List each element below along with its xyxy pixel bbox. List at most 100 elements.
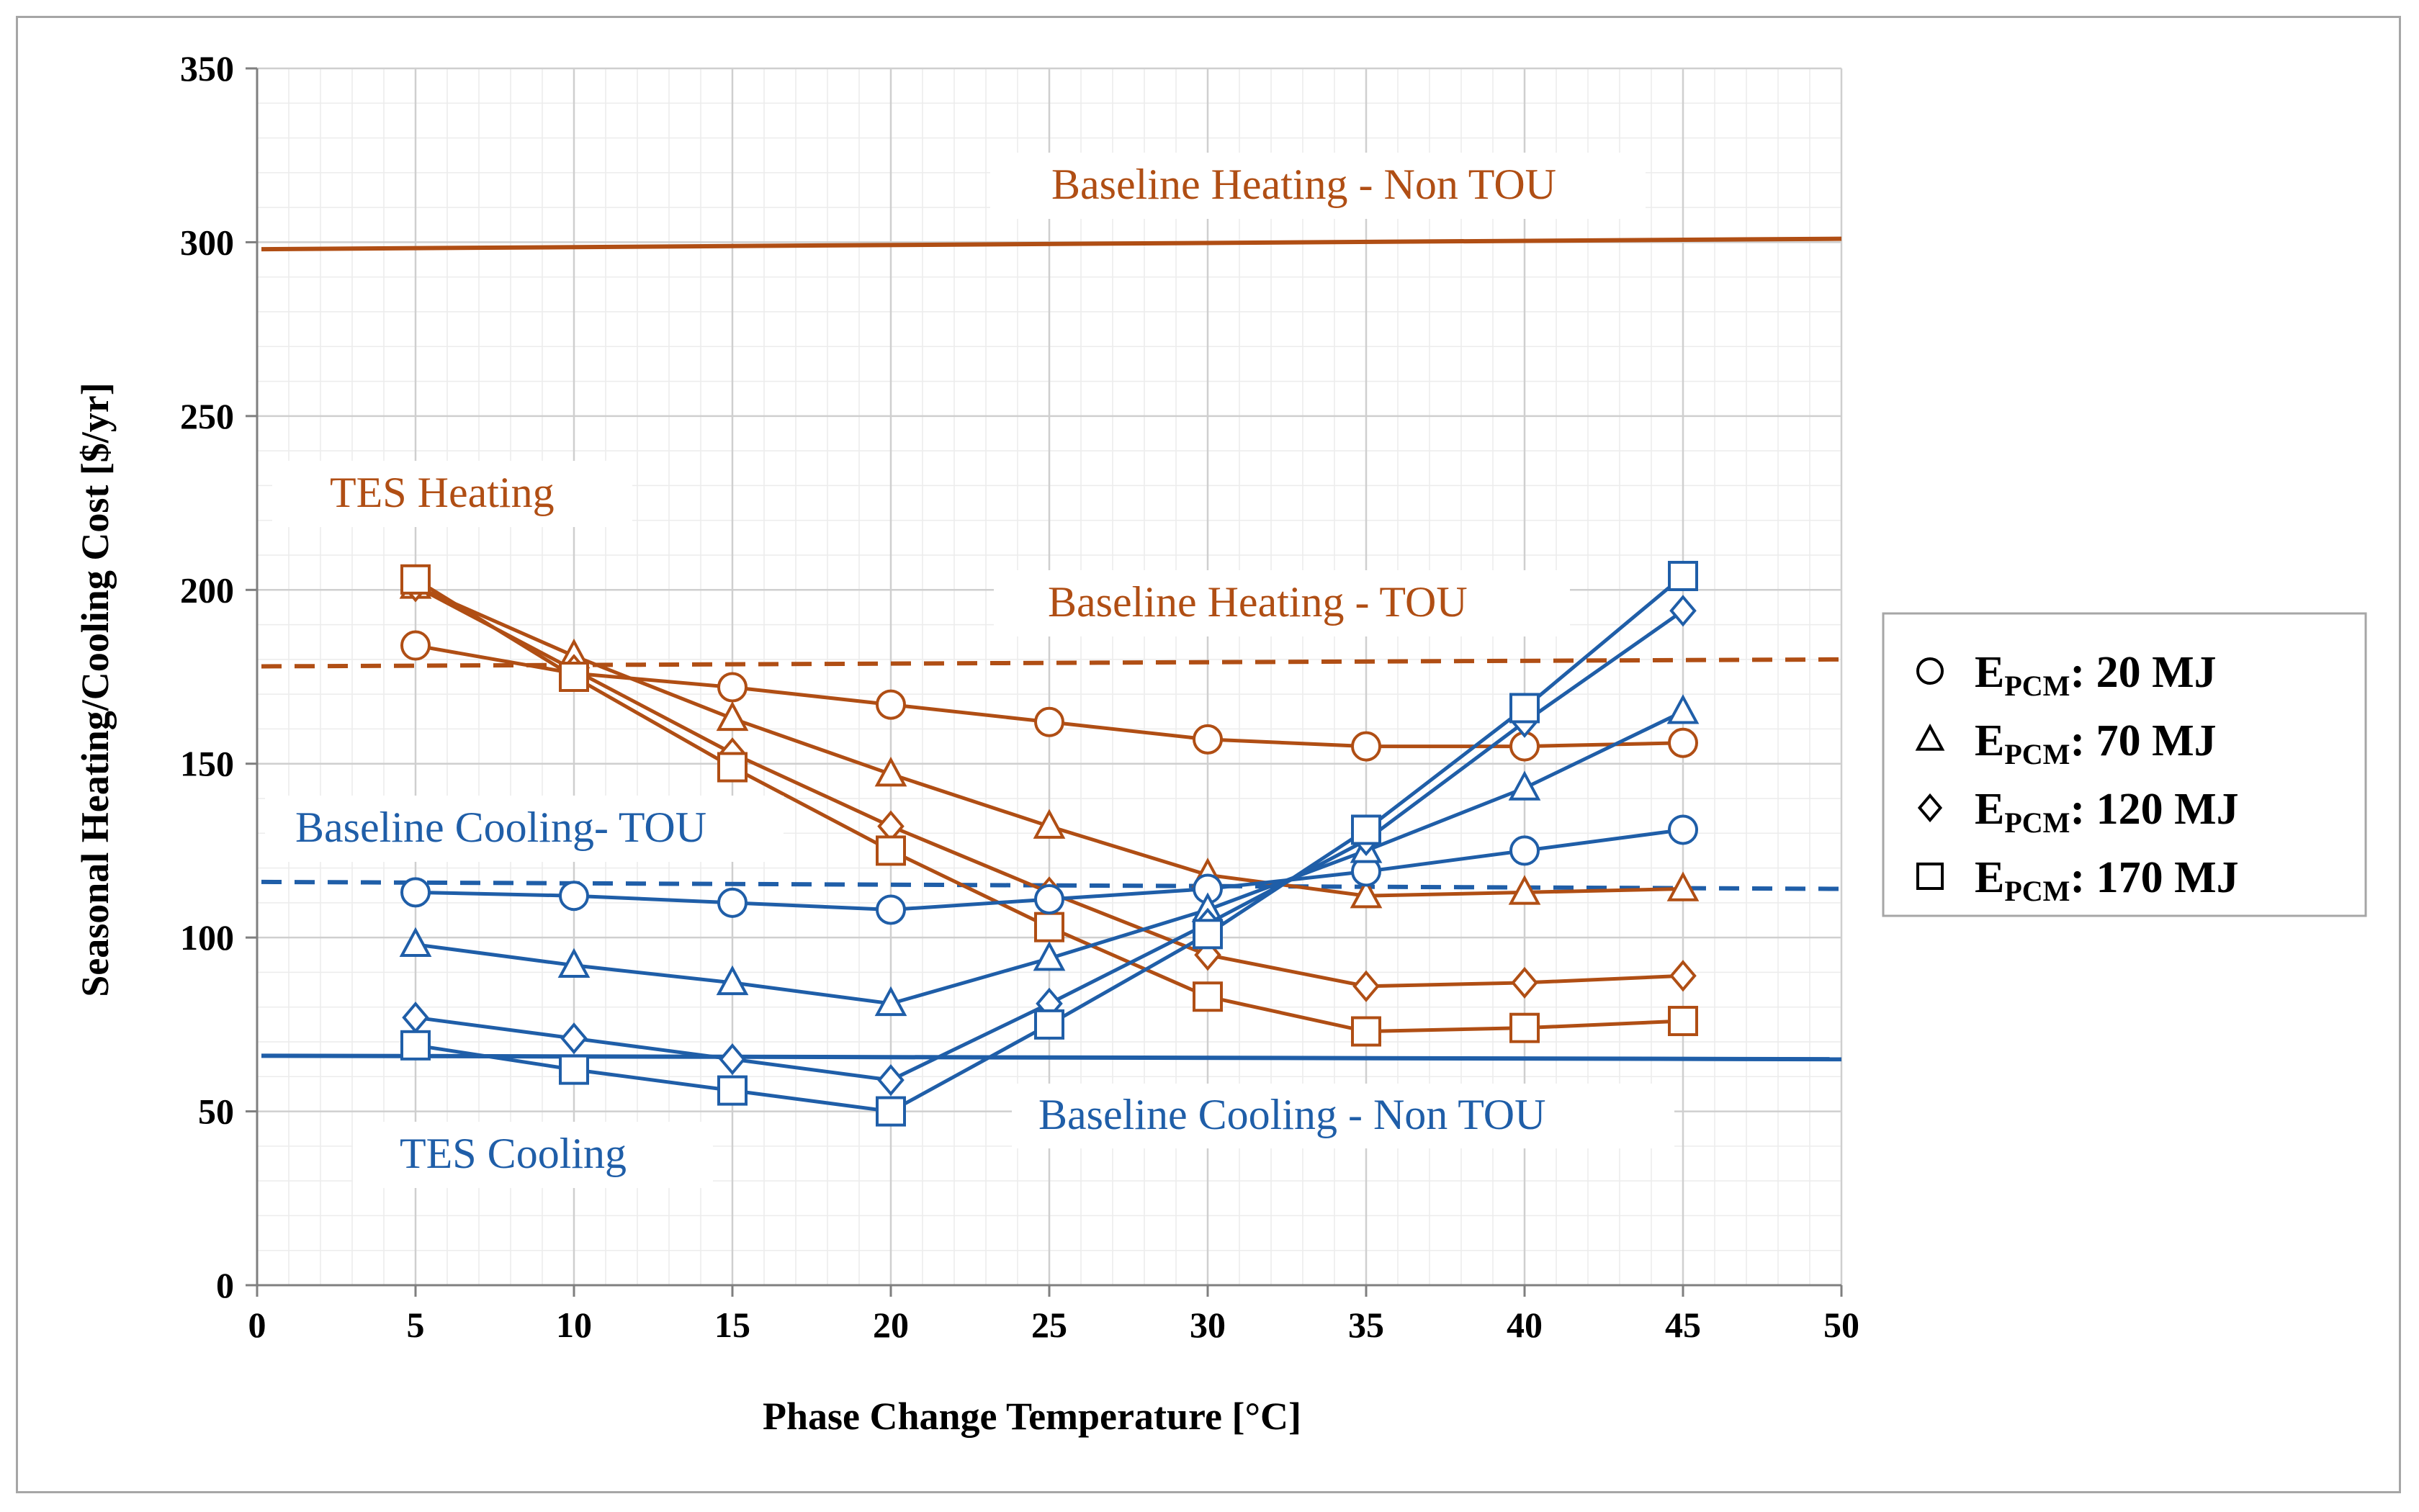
data-point-tes-cooling-170-mj	[717, 1075, 748, 1106]
baseline-lines	[261, 236, 1842, 1062]
y-tick-label: 200	[180, 570, 234, 610]
data-point-tes-cooling-20-mj	[1034, 884, 1064, 915]
data-point-tes-heating-170-mj	[400, 564, 431, 595]
data-point-tes-heating-170-mj	[1351, 1016, 1381, 1047]
x-tick-label: 5	[407, 1305, 425, 1345]
data-point-tes-cooling-20-mj	[1668, 814, 1698, 845]
data-point-tes-cooling-170-mj	[1351, 814, 1381, 845]
y-tick-label: 350	[180, 48, 234, 89]
x-tick-label: 30	[1190, 1305, 1226, 1345]
annotation-baseline-cooling-non-tou: Baseline Cooling - Non TOU	[1038, 1091, 1545, 1138]
data-point-tes-heating-20-mj	[1034, 706, 1064, 737]
annotation-bg	[272, 461, 632, 527]
x-tick-label: 50	[1823, 1305, 1859, 1345]
x-axis-title: Phase Change Temperature [°C]	[763, 1395, 1301, 1438]
data-point-tes-cooling-170-mj	[559, 1054, 589, 1085]
data-point-tes-cooling-170-mj	[876, 1096, 906, 1127]
data-point-tes-heating-70-mj	[1350, 878, 1383, 909]
data-point-tes-cooling-20-mj	[400, 877, 431, 908]
annotation-tes-cooling: TES Cooling	[400, 1130, 627, 1177]
data-point-tes-heating-170-mj	[1509, 1012, 1540, 1043]
data-point-tes-heating-20-mj	[1351, 731, 1381, 762]
y-tick-label: 50	[198, 1092, 234, 1132]
legend-marker-square	[1916, 863, 1944, 890]
data-point-tes-cooling-20-mj	[1509, 835, 1540, 866]
data-point-tes-heating-120-mj	[1669, 960, 1697, 992]
data-point-tes-cooling-170-mj	[1668, 560, 1698, 591]
legend-label: EPCM: 170 MJ	[1975, 853, 2239, 907]
annotation-bg	[1012, 1084, 1674, 1148]
data-point-tes-heating-170-mj	[1668, 1006, 1698, 1037]
data-point-tes-cooling-120-mj	[719, 1043, 746, 1076]
data-point-tes-cooling-70-mj	[1508, 770, 1541, 801]
data-point-tes-cooling-170-mj	[400, 1030, 431, 1061]
data-point-tes-cooling-170-mj	[1193, 919, 1223, 950]
annotation-tes-heating: TES Heating	[330, 469, 555, 516]
data-series	[399, 560, 1700, 1127]
data-point-tes-heating-70-mj	[1666, 871, 1700, 901]
annotation-bg	[353, 1122, 713, 1188]
x-tick-label: 25	[1031, 1305, 1067, 1345]
data-point-tes-heating-20-mj	[400, 630, 431, 661]
x-tick-label: 40	[1507, 1305, 1543, 1345]
data-point-tes-cooling-70-mj	[1033, 940, 1066, 971]
annotation-bg	[990, 153, 1646, 219]
legend-marker-circle	[1916, 657, 1944, 685]
legend-marker-diamond	[1917, 793, 1943, 823]
data-point-tes-heating-70-mj	[1033, 809, 1066, 839]
annotation-baseline-cooling-tou: Baseline Cooling- TOU	[295, 804, 706, 851]
data-point-tes-heating-20-mj	[1193, 724, 1223, 755]
data-point-tes-heating-120-mj	[1511, 966, 1538, 999]
x-tick-label: 20	[873, 1305, 909, 1345]
y-tick-label: 150	[180, 744, 234, 784]
annotation-baseline-heating-non-tou: Baseline Heating - Non TOU	[1051, 161, 1556, 208]
baseline-baseline-heating-non-tou	[261, 236, 1842, 252]
data-point-tes-cooling-20-mj	[717, 887, 748, 918]
data-point-tes-cooling-120-mj	[877, 1064, 905, 1097]
y-tick-label: 300	[180, 222, 234, 262]
data-point-tes-heating-70-mj	[716, 701, 749, 732]
data-point-tes-heating-70-mj	[874, 757, 907, 787]
y-tick-label: 250	[180, 396, 234, 436]
data-point-tes-heating-70-mj	[1508, 875, 1541, 905]
x-tick-label: 45	[1665, 1305, 1701, 1345]
data-point-tes-heating-20-mj	[717, 672, 748, 703]
data-point-tes-cooling-70-mj	[557, 948, 591, 978]
annotation-baseline-heating-tou: Baseline Heating - TOU	[1048, 578, 1468, 626]
data-point-tes-cooling-70-mj	[716, 965, 749, 996]
series-tes-heating-170-mj	[400, 564, 1698, 1047]
series-tes-cooling-20-mj	[400, 814, 1698, 925]
x-tick-label: 0	[248, 1305, 266, 1345]
data-point-tes-cooling-170-mj	[1034, 1009, 1064, 1040]
baseline-baseline-cooling-non-tou	[261, 1053, 1842, 1062]
data-point-tes-cooling-120-mj	[560, 1022, 588, 1055]
data-point-tes-heating-120-mj	[1352, 970, 1380, 1002]
axes: 0 5 10 15 20 25 30 35 40 45 50 0 50 100 150 200 250 300 35…	[180, 48, 1859, 1345]
data-point-tes-cooling-20-mj	[559, 881, 589, 912]
legend-label: EPCM: 20 MJ	[1975, 648, 2217, 702]
data-point-tes-heating-170-mj	[1193, 981, 1223, 1012]
y-tick-label: 100	[180, 917, 234, 958]
series-tes-cooling-170-mj	[400, 560, 1698, 1127]
data-point-tes-heating-20-mj	[876, 689, 906, 720]
data-point-tes-heating-170-mj	[717, 752, 748, 783]
data-point-tes-heating-170-mj	[1034, 912, 1064, 942]
legend-label: EPCM: 120 MJ	[1975, 785, 2239, 839]
data-point-tes-cooling-70-mj	[399, 927, 432, 957]
data-point-tes-cooling-120-mj	[402, 1002, 429, 1034]
data-point-tes-cooling-70-mj	[1666, 694, 1700, 724]
legend-marker-triangle	[1915, 723, 1945, 751]
x-tick-label: 35	[1348, 1305, 1384, 1345]
x-tick-label: 10	[556, 1305, 592, 1345]
data-point-tes-heating-20-mj	[1668, 727, 1698, 758]
data-point-tes-cooling-20-mj	[876, 894, 906, 925]
data-point-tes-heating-170-mj	[559, 662, 589, 692]
data-point-tes-cooling-170-mj	[1509, 693, 1540, 724]
legend-box	[1882, 612, 2367, 917]
annotation-bg	[994, 570, 1570, 636]
legend-label: EPCM: 70 MJ	[1975, 716, 2217, 770]
legend: EPCM: 20 MJ EPCM: 70 MJ EPCM: 120 MJ EPCM: …	[1882, 612, 2367, 917]
x-tick-label: 15	[714, 1305, 750, 1345]
data-point-tes-cooling-70-mj	[874, 986, 907, 1017]
